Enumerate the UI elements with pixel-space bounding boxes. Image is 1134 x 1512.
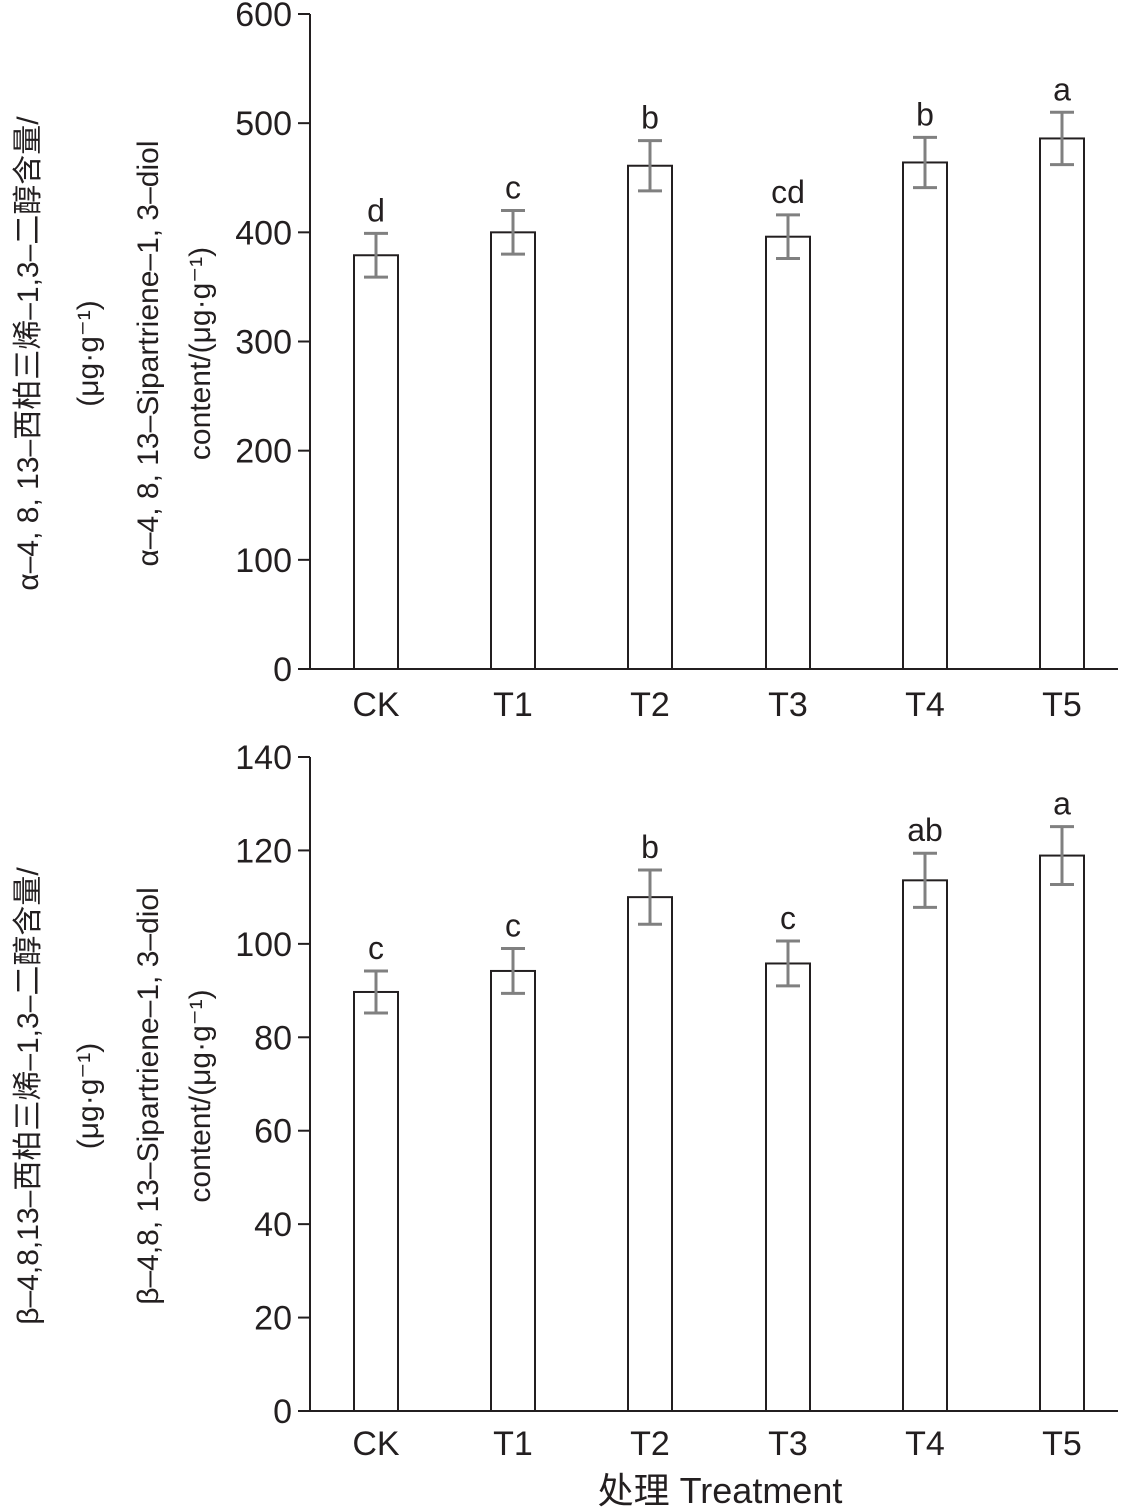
panel-alpha-chart: 0 100 200 300 400 500 600 d CK c T1 b T2 cd T3 b T4 a T5 α–… (12, 0, 1118, 724)
x-tick-label: T1 (493, 1425, 533, 1463)
x-tick-label: T4 (905, 686, 945, 724)
x-tick-label: T2 (630, 1425, 670, 1463)
y-tick-label: 500 (235, 105, 292, 143)
bar (353, 990, 399, 1412)
significance-letter: a (1053, 71, 1071, 107)
x-tick-label: CK (352, 686, 400, 724)
y-axis-label-line: α–4, 8, 13–Sipartriene–1, 3–diol (132, 141, 165, 567)
panel-beta-chart: 0 20 40 60 80 100 120 140 c CK c T1 b T2 c T3 ab T4 a T5 β–4… (12, 739, 1118, 1463)
significance-letter: a (1053, 786, 1071, 822)
x-tick-label: T3 (768, 1425, 808, 1463)
significance-letter: d (367, 192, 385, 228)
y-tick-label: 100 (235, 542, 292, 580)
bar (765, 235, 811, 670)
y-axis-label-line: content/(μg·g⁻¹) (184, 247, 217, 460)
significance-letter: c (368, 930, 384, 966)
bar (765, 962, 811, 1413)
bar (627, 164, 673, 670)
bar (902, 161, 948, 670)
x-tick-label: CK (352, 1425, 400, 1463)
bar (1039, 137, 1085, 670)
x-tick-label: T4 (905, 1425, 945, 1463)
y-tick-label: 600 (235, 0, 292, 34)
bar (353, 254, 399, 670)
x-tick-label: T3 (768, 686, 808, 724)
y-axis-label-line: β–4,8, 13–Sipartriene–1, 3–diol (132, 887, 165, 1305)
y-tick-label: 80 (254, 1019, 292, 1057)
y-axis-label-line: (μg·g⁻¹) (72, 300, 105, 406)
y-tick-label: 0 (273, 1393, 292, 1431)
bar (1039, 854, 1085, 1412)
y-tick-label: 400 (235, 214, 292, 252)
significance-letter: cd (771, 174, 805, 210)
significance-letter: c (505, 170, 521, 206)
significance-letter: c (780, 900, 796, 936)
y-tick-label: 100 (235, 926, 292, 964)
y-axis-label-line: α–4, 8, 13–西柏三烯–1,3–二醇含量/ (12, 116, 45, 591)
bar (490, 231, 536, 670)
x-tick-label: T2 (630, 686, 670, 724)
y-tick-label: 200 (235, 433, 292, 471)
y-tick-label: 120 (235, 832, 292, 870)
y-tick-label: 0 (273, 651, 292, 689)
significance-letter: b (641, 829, 659, 865)
bar (902, 879, 948, 1412)
significance-letter: c (505, 908, 521, 944)
y-axis-label-line: content/(μg·g⁻¹) (184, 989, 217, 1202)
y-tick-label: 60 (254, 1113, 292, 1151)
bar (627, 896, 673, 1412)
bar (490, 969, 536, 1412)
y-tick-label: 300 (235, 324, 292, 362)
x-tick-label: T5 (1042, 686, 1082, 724)
y-tick-label: 40 (254, 1206, 292, 1244)
significance-letter: b (916, 96, 934, 132)
significance-letter: ab (907, 812, 943, 848)
y-axis-label-line: β–4,8,13–西柏三烯–1,3–二醇含量/ (12, 867, 45, 1325)
y-axis-label-line: (μg·g⁻¹) (72, 1043, 105, 1149)
y-tick-label: 140 (235, 739, 292, 777)
x-axis-label: 处理 Treatment (598, 1470, 843, 1511)
x-tick-label: T1 (493, 686, 533, 724)
x-tick-label: T5 (1042, 1425, 1082, 1463)
y-tick-label: 20 (254, 1300, 292, 1338)
significance-letter: b (641, 100, 659, 136)
